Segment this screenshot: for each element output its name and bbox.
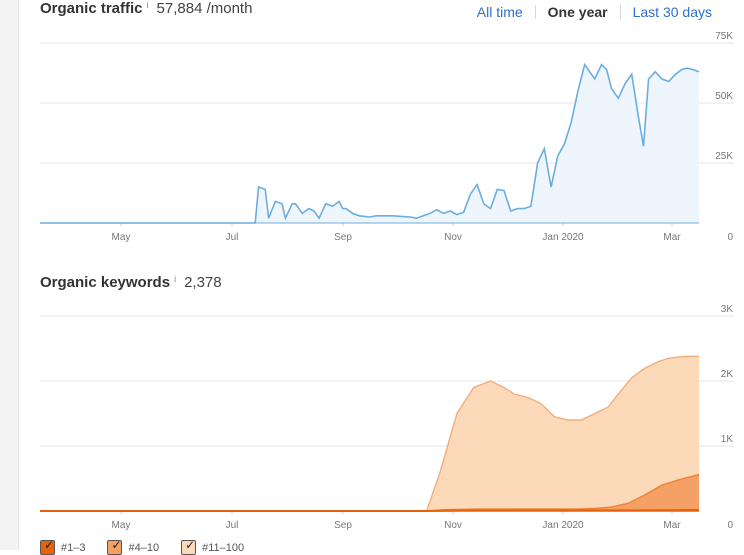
keywords-header: Organic keywords i 2,378	[40, 274, 222, 291]
keywords-line-0	[40, 355, 699, 512]
legend-label: #1–3	[61, 541, 86, 554]
time-range-tabs: All time One year Last 30 days	[465, 0, 724, 24]
keywords-line-1	[40, 473, 700, 512]
y-tick-label: 1K	[721, 434, 734, 445]
keywords-legend: ✓ #1–3 ✓ #4–10 ✓ #11–100	[40, 538, 245, 555]
legend-item-4-10[interactable]: ✓ #4–10	[107, 538, 160, 555]
x-tick-label: Mar	[663, 232, 681, 243]
keywords-area-0	[40, 356, 699, 511]
y-tick-label: 75K	[715, 31, 733, 42]
legend-label: #11–100	[202, 541, 245, 554]
legend-item-11-100[interactable]: ✓ #11–100	[181, 538, 245, 555]
legend-label: #4–10	[128, 541, 160, 554]
x-tick-label: Nov	[444, 520, 462, 531]
x-tick-label: Sep	[334, 232, 352, 243]
traffic-info-icon[interactable]: i	[146, 0, 149, 10]
x-tick-label: Nov	[444, 232, 462, 243]
y-tick-label: 50K	[715, 91, 733, 102]
keywords-title: Organic keywords	[40, 274, 171, 291]
tab-all-time[interactable]: All time	[476, 4, 523, 20]
x-tick-label: May	[112, 520, 131, 531]
y-tick-label: 2K	[721, 369, 734, 380]
x-tick-label: Sep	[334, 520, 352, 531]
traffic-area-fill	[40, 64, 699, 223]
tab-last-30-days[interactable]: Last 30 days	[632, 4, 712, 20]
y-tick-label: 0	[727, 232, 733, 243]
traffic-header: Organic traffic i 57,884 /month	[40, 0, 252, 17]
tab-divider	[534, 5, 536, 19]
legend-checkbox[interactable]: ✓	[40, 538, 55, 555]
traffic-title: Organic traffic	[40, 0, 143, 17]
legend-checkbox[interactable]: ✓	[181, 538, 197, 555]
x-tick-label: Jul	[226, 520, 239, 531]
x-tick-label: Jan 2020	[542, 232, 584, 243]
legend-checkbox[interactable]: ✓	[107, 538, 123, 555]
y-tick-label: 3K	[721, 304, 734, 315]
y-tick-label: 25K	[715, 151, 733, 162]
traffic-value: 57,884 /month	[156, 0, 253, 17]
x-tick-label: Jan 2020	[542, 520, 584, 531]
x-tick-label: May	[112, 232, 131, 243]
tab-one-year[interactable]: One year	[547, 4, 608, 20]
keywords-info-icon[interactable]: i	[174, 274, 177, 284]
tab-divider	[619, 5, 621, 19]
legend-item-top3[interactable]: ✓ #1–3	[40, 538, 86, 555]
keywords-area-1	[40, 474, 699, 511]
y-tick-label: 0	[727, 520, 733, 531]
traffic-series-line	[40, 62, 700, 224]
x-tick-label: Mar	[663, 520, 681, 531]
keywords-value: 2,378	[184, 274, 222, 291]
x-tick-label: Jul	[226, 232, 239, 243]
left-sidebar-edge	[0, 0, 19, 550]
